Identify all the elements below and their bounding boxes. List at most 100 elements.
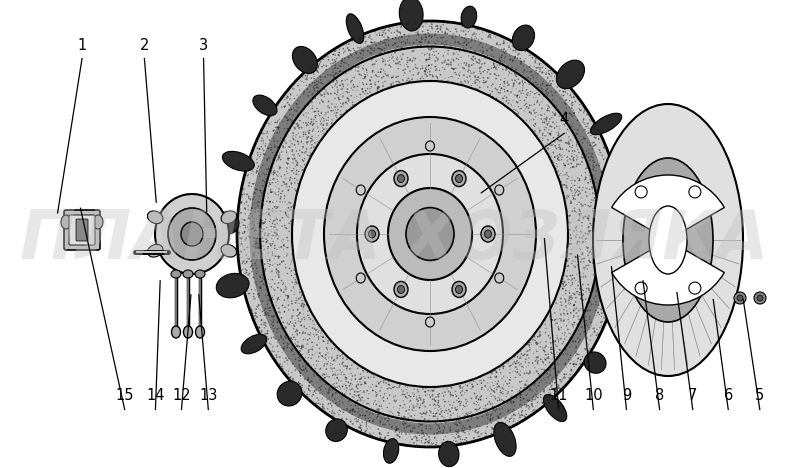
Point: [410, 434, 423, 441]
Point: [404, 77, 417, 84]
Point: [196, 240, 208, 248]
Point: [414, 255, 427, 262]
Point: [522, 156, 535, 163]
Point: [546, 141, 559, 149]
Point: [189, 234, 201, 242]
Point: [236, 191, 249, 198]
Point: [356, 200, 368, 207]
Point: [390, 137, 402, 145]
Point: [454, 174, 466, 182]
Point: [412, 235, 424, 242]
Point: [596, 288, 608, 296]
Point: [443, 212, 455, 219]
Point: [568, 151, 581, 158]
Point: [426, 219, 439, 227]
Point: [353, 396, 366, 404]
Point: [461, 319, 473, 326]
Point: [181, 222, 194, 230]
Point: [484, 297, 497, 305]
Point: [505, 249, 518, 256]
Point: [434, 71, 447, 78]
Point: [401, 36, 413, 44]
Point: [328, 110, 341, 117]
Point: [365, 113, 377, 121]
Point: [555, 317, 567, 324]
Point: [392, 257, 405, 264]
Point: [555, 266, 567, 274]
Point: [307, 391, 320, 399]
Point: [473, 359, 485, 366]
Point: [463, 340, 476, 348]
Point: [317, 235, 330, 242]
Point: [545, 300, 558, 308]
Point: [511, 368, 524, 376]
Point: [408, 96, 421, 104]
Point: [493, 352, 506, 359]
Point: [447, 315, 459, 323]
Point: [447, 147, 460, 155]
Point: [293, 361, 305, 369]
Point: [503, 183, 516, 191]
Point: [350, 332, 363, 340]
Point: [435, 216, 447, 224]
Point: [545, 381, 558, 389]
Point: [303, 247, 316, 255]
Point: [200, 213, 213, 221]
Point: [472, 144, 484, 152]
Point: [567, 99, 579, 106]
Point: [170, 205, 182, 212]
Point: [359, 264, 372, 271]
Point: [492, 248, 504, 255]
Point: [413, 267, 426, 274]
Point: [462, 162, 474, 169]
Point: [450, 362, 462, 369]
Point: [414, 174, 427, 182]
Point: [547, 353, 559, 361]
Point: [391, 39, 403, 46]
Point: [291, 120, 304, 127]
Point: [400, 157, 413, 165]
Point: [327, 263, 340, 271]
Point: [528, 284, 540, 292]
Point: [563, 250, 575, 257]
Point: [426, 358, 439, 365]
Point: [332, 265, 345, 273]
Point: [389, 367, 402, 375]
Point: [284, 260, 297, 268]
Point: [318, 307, 331, 314]
Point: [215, 217, 228, 224]
Point: [500, 246, 513, 254]
Point: [439, 194, 452, 202]
Point: [339, 382, 352, 389]
Point: [349, 160, 361, 168]
Point: [298, 301, 311, 308]
Point: [563, 97, 576, 104]
Point: [345, 241, 357, 248]
Point: [435, 80, 447, 87]
Point: [423, 92, 436, 99]
Point: [214, 208, 226, 216]
Point: [492, 418, 504, 425]
Point: [271, 216, 283, 223]
Point: [344, 231, 357, 239]
Point: [505, 231, 518, 239]
Point: [581, 300, 593, 307]
Point: [414, 267, 427, 274]
Point: [596, 194, 609, 202]
Point: [339, 191, 352, 199]
Point: [418, 382, 431, 389]
Point: [392, 290, 405, 298]
Point: [611, 220, 623, 227]
Point: [331, 126, 343, 134]
Point: [402, 176, 415, 184]
Point: [508, 258, 521, 266]
Point: [436, 243, 448, 250]
Point: [315, 259, 327, 267]
Point: [283, 344, 296, 351]
Point: [432, 149, 445, 156]
Point: [460, 231, 473, 238]
Point: [425, 171, 438, 179]
Point: [275, 156, 287, 163]
Point: [398, 267, 410, 275]
Point: [552, 368, 565, 375]
